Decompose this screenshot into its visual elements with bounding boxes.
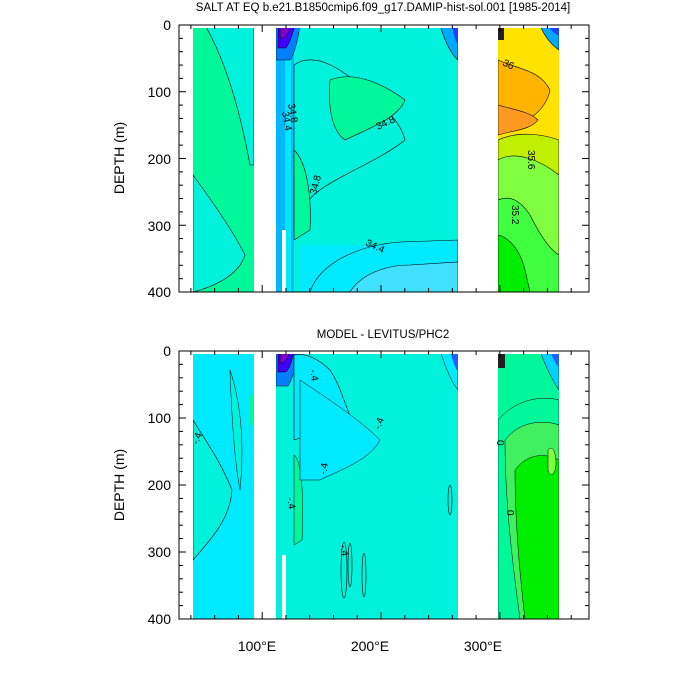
y-tick-label: 0 [163, 17, 171, 33]
bottom-contour-labels: -.4 -.4 -.4 -.4 -.4 -.4 0 0 [190, 369, 515, 558]
bottom-panel: MODEL - LEVITUS/PHC2 [111, 329, 590, 654]
y-tick-label: 100 [148, 410, 172, 426]
contour-label: 34.8 [308, 174, 324, 196]
contour-label: 35.6 [525, 150, 536, 170]
bottom-land-sumatra [282, 555, 286, 619]
y-tick-label: 300 [148, 544, 172, 560]
x-tick-label: 100°E [238, 638, 276, 654]
contour-label: -.4 [284, 497, 297, 511]
y-tick-label: 0 [163, 343, 171, 359]
contour-label: 35.2 [509, 205, 520, 225]
bottom-land-africa [254, 351, 276, 619]
contour-label: -.4 [307, 369, 320, 383]
y-tick-label: 400 [148, 284, 172, 300]
contour-label: 0 [494, 440, 505, 446]
contour-label: -.4 [372, 416, 386, 431]
top-land-sumatra [282, 230, 286, 292]
y-tick-label: 400 [148, 611, 172, 627]
top-y-axis-label: DEPTH (m) [111, 122, 127, 194]
top-land-americas [458, 25, 498, 292]
contour-label: -.4 [337, 544, 350, 558]
contour-label: 34.8 [285, 103, 299, 125]
top-panel-title: SALT AT EQ b.e21.B1850cmip6.f09_g17.DAMI… [196, 2, 570, 14]
y-tick-label: 200 [148, 151, 172, 167]
bottom-panel-title: MODEL - LEVITUS/PHC2 [317, 329, 450, 341]
y-tick-label: 200 [148, 477, 172, 493]
x-tick-label: 200°E [351, 638, 389, 654]
contour-label: 36 [501, 58, 516, 73]
contour-label: -.4 [190, 431, 204, 446]
top-ticks [179, 24, 589, 293]
y-tick-label: 100 [148, 84, 172, 100]
top-contour-fill [179, 25, 589, 292]
top-panel: SALT AT EQ b.e21.B1850cmip6.f09_g17.DAMI… [111, 2, 590, 300]
y-tick-label: 300 [148, 218, 172, 234]
bottom-contour-fill [179, 351, 589, 619]
top-land-africa [254, 25, 276, 292]
bottom-ticks [179, 350, 589, 620]
contour-label: 34.4 [279, 111, 293, 133]
bottom-y-axis-label: DEPTH (m) [111, 449, 127, 521]
contour-label: 0 [504, 510, 515, 516]
x-tick-label: 300°E [464, 638, 502, 654]
contour-label: -.4 [318, 462, 331, 476]
bottom-land-americas [458, 351, 498, 619]
